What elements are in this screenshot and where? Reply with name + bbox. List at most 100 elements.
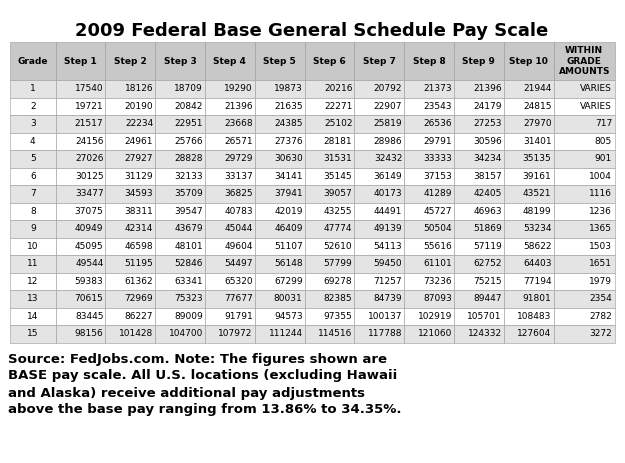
Text: 67299: 67299 — [274, 277, 302, 286]
Bar — [454, 150, 504, 168]
Bar — [56, 42, 106, 80]
Text: 21396: 21396 — [473, 84, 502, 93]
Bar — [255, 150, 304, 168]
Text: 45727: 45727 — [424, 207, 452, 216]
Bar — [404, 290, 454, 307]
Bar — [106, 98, 155, 115]
Bar — [56, 290, 106, 307]
Bar — [255, 168, 304, 185]
Text: 21517: 21517 — [75, 119, 104, 128]
Bar — [304, 42, 354, 80]
Text: 97355: 97355 — [324, 312, 352, 321]
Text: 57799: 57799 — [324, 259, 352, 268]
Text: 25102: 25102 — [324, 119, 352, 128]
Bar — [454, 202, 504, 220]
Bar — [504, 132, 554, 150]
Bar — [354, 168, 404, 185]
Bar — [155, 42, 205, 80]
Text: Step 5: Step 5 — [263, 56, 296, 65]
Bar — [304, 168, 354, 185]
Bar — [404, 98, 454, 115]
Bar — [10, 202, 56, 220]
Bar — [106, 325, 155, 343]
Text: 27376: 27376 — [274, 137, 302, 146]
Bar — [404, 202, 454, 220]
Text: 7: 7 — [30, 189, 36, 198]
Bar — [56, 150, 106, 168]
Text: 86227: 86227 — [125, 312, 153, 321]
Bar — [454, 255, 504, 273]
Text: 15: 15 — [27, 329, 39, 338]
Bar — [354, 273, 404, 290]
Bar — [56, 325, 106, 343]
Text: 61101: 61101 — [423, 259, 452, 268]
Text: 89447: 89447 — [473, 294, 502, 303]
Bar — [554, 307, 615, 325]
Text: 108483: 108483 — [517, 312, 551, 321]
Text: 2: 2 — [30, 102, 36, 111]
Bar — [10, 238, 56, 255]
Bar — [354, 220, 404, 238]
Bar — [255, 325, 304, 343]
Bar — [304, 255, 354, 273]
Bar — [106, 168, 155, 185]
Text: Step 2: Step 2 — [114, 56, 147, 65]
Bar — [504, 273, 554, 290]
Text: 38311: 38311 — [124, 207, 153, 216]
Bar — [255, 307, 304, 325]
Bar — [554, 98, 615, 115]
Bar — [255, 255, 304, 273]
Text: 40949: 40949 — [75, 224, 104, 233]
Bar — [304, 325, 354, 343]
Text: 32432: 32432 — [374, 154, 402, 163]
Bar — [205, 115, 255, 132]
Bar — [10, 273, 56, 290]
Bar — [106, 307, 155, 325]
Bar — [554, 42, 615, 80]
Text: 71257: 71257 — [374, 277, 402, 286]
Bar — [205, 80, 255, 98]
Text: 47774: 47774 — [324, 224, 352, 233]
Text: Step 7: Step 7 — [363, 56, 396, 65]
Bar — [554, 220, 615, 238]
Bar — [106, 80, 155, 98]
Bar — [10, 150, 56, 168]
Text: 49139: 49139 — [374, 224, 402, 233]
Bar — [155, 185, 205, 202]
Bar — [454, 42, 504, 80]
Bar — [404, 150, 454, 168]
Text: 10: 10 — [27, 242, 39, 251]
Text: 26536: 26536 — [423, 119, 452, 128]
Bar — [504, 238, 554, 255]
Text: 1365: 1365 — [589, 224, 612, 233]
Bar — [255, 202, 304, 220]
Bar — [155, 202, 205, 220]
Text: 84739: 84739 — [374, 294, 402, 303]
Text: 31531: 31531 — [324, 154, 352, 163]
Bar — [454, 290, 504, 307]
Bar — [10, 115, 56, 132]
Bar — [304, 98, 354, 115]
Text: 94573: 94573 — [274, 312, 302, 321]
Bar — [205, 290, 255, 307]
Bar — [155, 150, 205, 168]
Bar — [155, 168, 205, 185]
Text: 63341: 63341 — [174, 277, 203, 286]
Bar — [554, 238, 615, 255]
Bar — [504, 98, 554, 115]
Text: 52610: 52610 — [324, 242, 352, 251]
Text: 33137: 33137 — [224, 172, 253, 181]
Bar — [554, 290, 615, 307]
Text: 18709: 18709 — [174, 84, 203, 93]
Bar — [205, 238, 255, 255]
Bar — [304, 220, 354, 238]
Text: 32133: 32133 — [174, 172, 203, 181]
Bar — [454, 98, 504, 115]
Bar — [56, 273, 106, 290]
Text: 73236: 73236 — [423, 277, 452, 286]
Bar — [10, 42, 56, 80]
Text: 43521: 43521 — [523, 189, 551, 198]
Bar — [205, 325, 255, 343]
Bar — [404, 325, 454, 343]
Bar — [354, 98, 404, 115]
